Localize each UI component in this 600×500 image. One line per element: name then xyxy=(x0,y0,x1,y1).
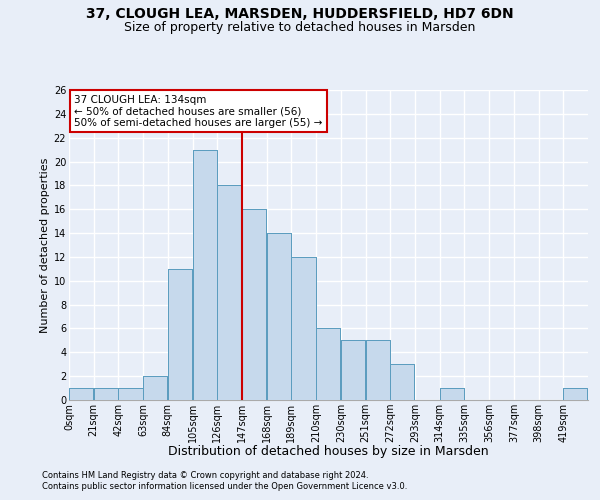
Bar xyxy=(563,388,587,400)
Text: 37 CLOUGH LEA: 134sqm
← 50% of detached houses are smaller (56)
50% of semi-deta: 37 CLOUGH LEA: 134sqm ← 50% of detached … xyxy=(74,94,323,128)
Bar xyxy=(267,233,291,400)
Bar xyxy=(69,388,93,400)
Bar xyxy=(365,340,389,400)
Bar xyxy=(440,388,464,400)
Bar xyxy=(143,376,167,400)
Bar xyxy=(118,388,143,400)
Bar xyxy=(292,257,316,400)
Bar xyxy=(118,388,143,400)
Bar xyxy=(242,209,266,400)
Bar xyxy=(143,376,167,400)
Bar xyxy=(365,340,389,400)
Text: Contains HM Land Registry data © Crown copyright and database right 2024.: Contains HM Land Registry data © Crown c… xyxy=(42,471,368,480)
Bar xyxy=(341,340,365,400)
Bar xyxy=(316,328,340,400)
Bar xyxy=(69,388,93,400)
Bar xyxy=(390,364,415,400)
Bar xyxy=(168,269,192,400)
Bar xyxy=(94,388,118,400)
Bar xyxy=(267,233,291,400)
Bar xyxy=(193,150,217,400)
Bar xyxy=(563,388,587,400)
X-axis label: Distribution of detached houses by size in Marsden: Distribution of detached houses by size … xyxy=(168,445,489,458)
Bar xyxy=(168,269,192,400)
Text: Size of property relative to detached houses in Marsden: Size of property relative to detached ho… xyxy=(124,21,476,34)
Bar xyxy=(242,209,266,400)
Bar xyxy=(217,186,241,400)
Bar xyxy=(292,257,316,400)
Bar xyxy=(316,328,340,400)
Text: 37, CLOUGH LEA, MARSDEN, HUDDERSFIELD, HD7 6DN: 37, CLOUGH LEA, MARSDEN, HUDDERSFIELD, H… xyxy=(86,8,514,22)
Bar xyxy=(341,340,365,400)
Bar xyxy=(390,364,415,400)
Bar xyxy=(193,150,217,400)
Text: Contains public sector information licensed under the Open Government Licence v3: Contains public sector information licen… xyxy=(42,482,407,491)
Bar xyxy=(217,186,241,400)
Bar xyxy=(440,388,464,400)
Bar xyxy=(94,388,118,400)
Y-axis label: Number of detached properties: Number of detached properties xyxy=(40,158,50,332)
